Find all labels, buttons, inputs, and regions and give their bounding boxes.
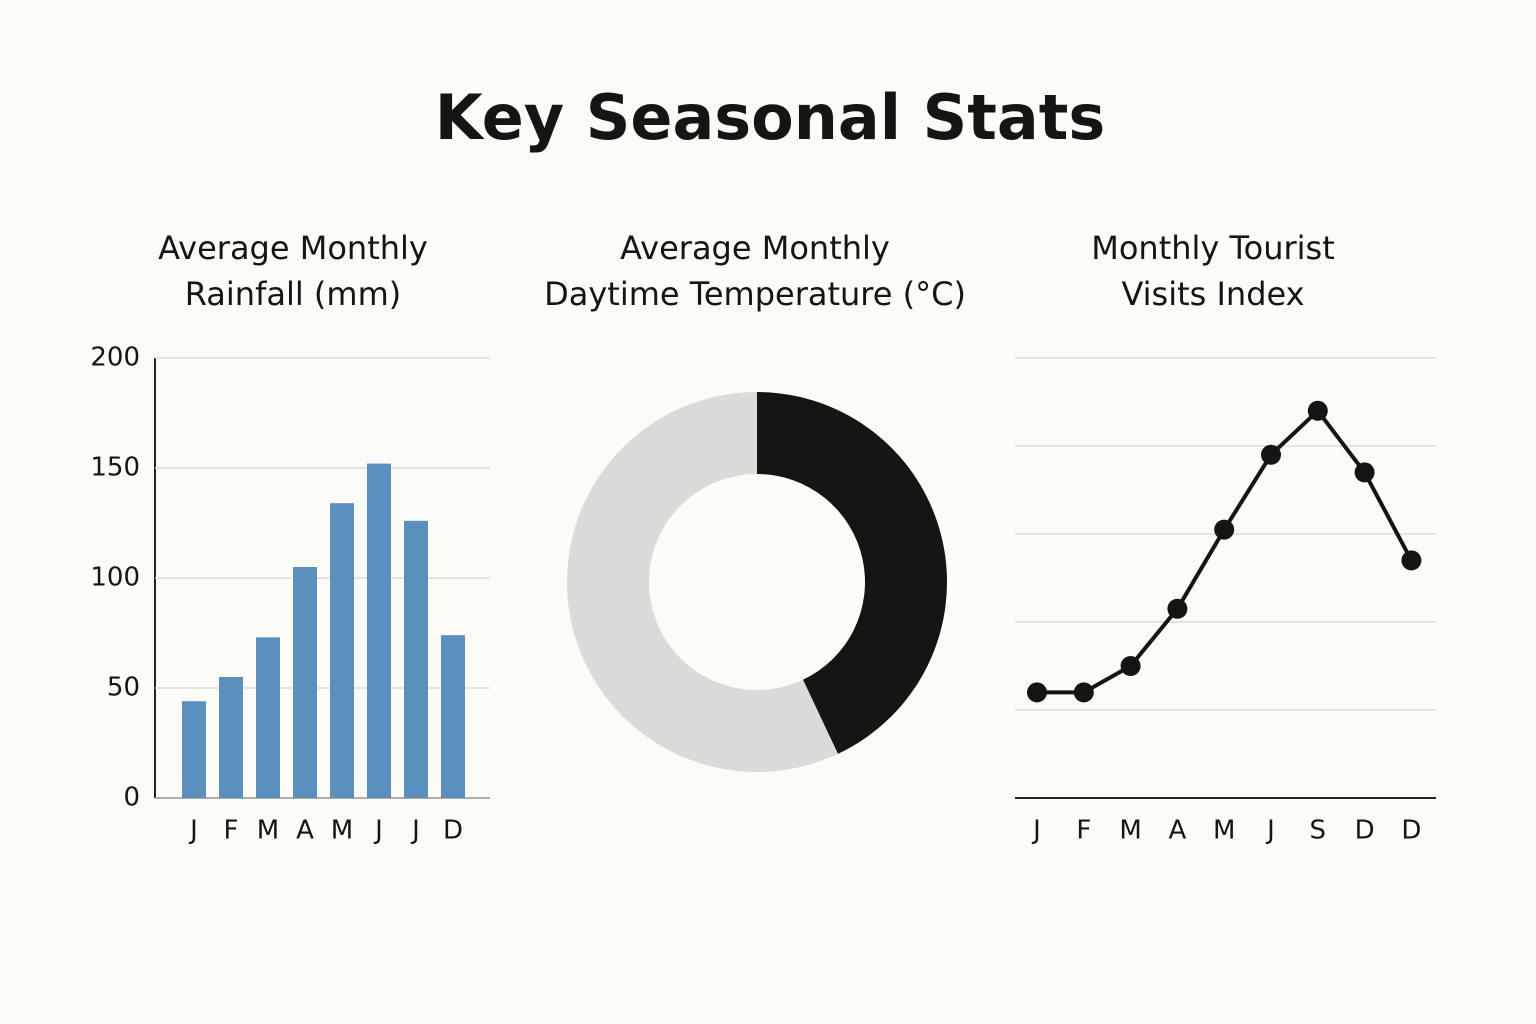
donut-slice	[566, 392, 838, 772]
x-tick-label: M	[1213, 816, 1235, 846]
x-tick-label: D	[1355, 816, 1375, 846]
chart-title: Average Monthly	[158, 229, 428, 267]
x-tick-label: M	[257, 816, 279, 846]
bar	[293, 567, 317, 798]
x-tick-label: D	[1401, 816, 1421, 846]
point	[1120, 656, 1141, 676]
x-tick-label: J	[188, 816, 198, 846]
y-tick-label: 0	[123, 783, 140, 813]
chart-title: Monthly Tourist	[1091, 229, 1335, 267]
line	[1037, 408, 1414, 695]
point	[1401, 550, 1422, 571]
bar	[330, 503, 354, 798]
chart-title: Daytime Temperature (°C)	[544, 275, 966, 313]
bar	[219, 677, 243, 798]
page-title: Key Seasonal Stats	[435, 81, 1106, 154]
point	[1354, 462, 1375, 483]
x-tick-label: J	[373, 816, 383, 846]
x-tick-label: J	[1265, 816, 1275, 846]
x-tick-label: F	[1076, 816, 1091, 846]
bar	[367, 463, 391, 798]
x-tick-label: D	[443, 816, 463, 846]
point	[1167, 598, 1188, 619]
donut-slice	[757, 392, 947, 754]
y-tick-label: 200	[90, 343, 140, 373]
y-tick-label: 100	[90, 563, 140, 593]
point	[1073, 682, 1094, 703]
bar	[441, 635, 465, 798]
x-tick-label: M	[1119, 816, 1141, 846]
chart-title: Visits Index	[1121, 275, 1304, 313]
chart-title: Rainfall (mm)	[185, 275, 401, 313]
point	[1261, 444, 1281, 465]
x-tick-label: J	[1031, 816, 1041, 846]
x-tick-label: A	[1169, 816, 1187, 846]
x-tick-label: A	[296, 816, 314, 846]
x-tick-label: F	[224, 816, 239, 846]
bar	[182, 701, 206, 798]
point	[1214, 519, 1235, 540]
y-tick-label: 50	[107, 673, 140, 703]
point	[1027, 682, 1047, 703]
y-tick-label: 150	[90, 453, 140, 483]
chart-title: Average Monthly	[620, 229, 890, 267]
bar	[404, 520, 428, 798]
x-tick-label: M	[331, 816, 353, 846]
x-tick-label: J	[410, 816, 420, 846]
x-tick-label: S	[1310, 816, 1327, 846]
bar	[256, 637, 280, 798]
point	[1307, 400, 1328, 421]
